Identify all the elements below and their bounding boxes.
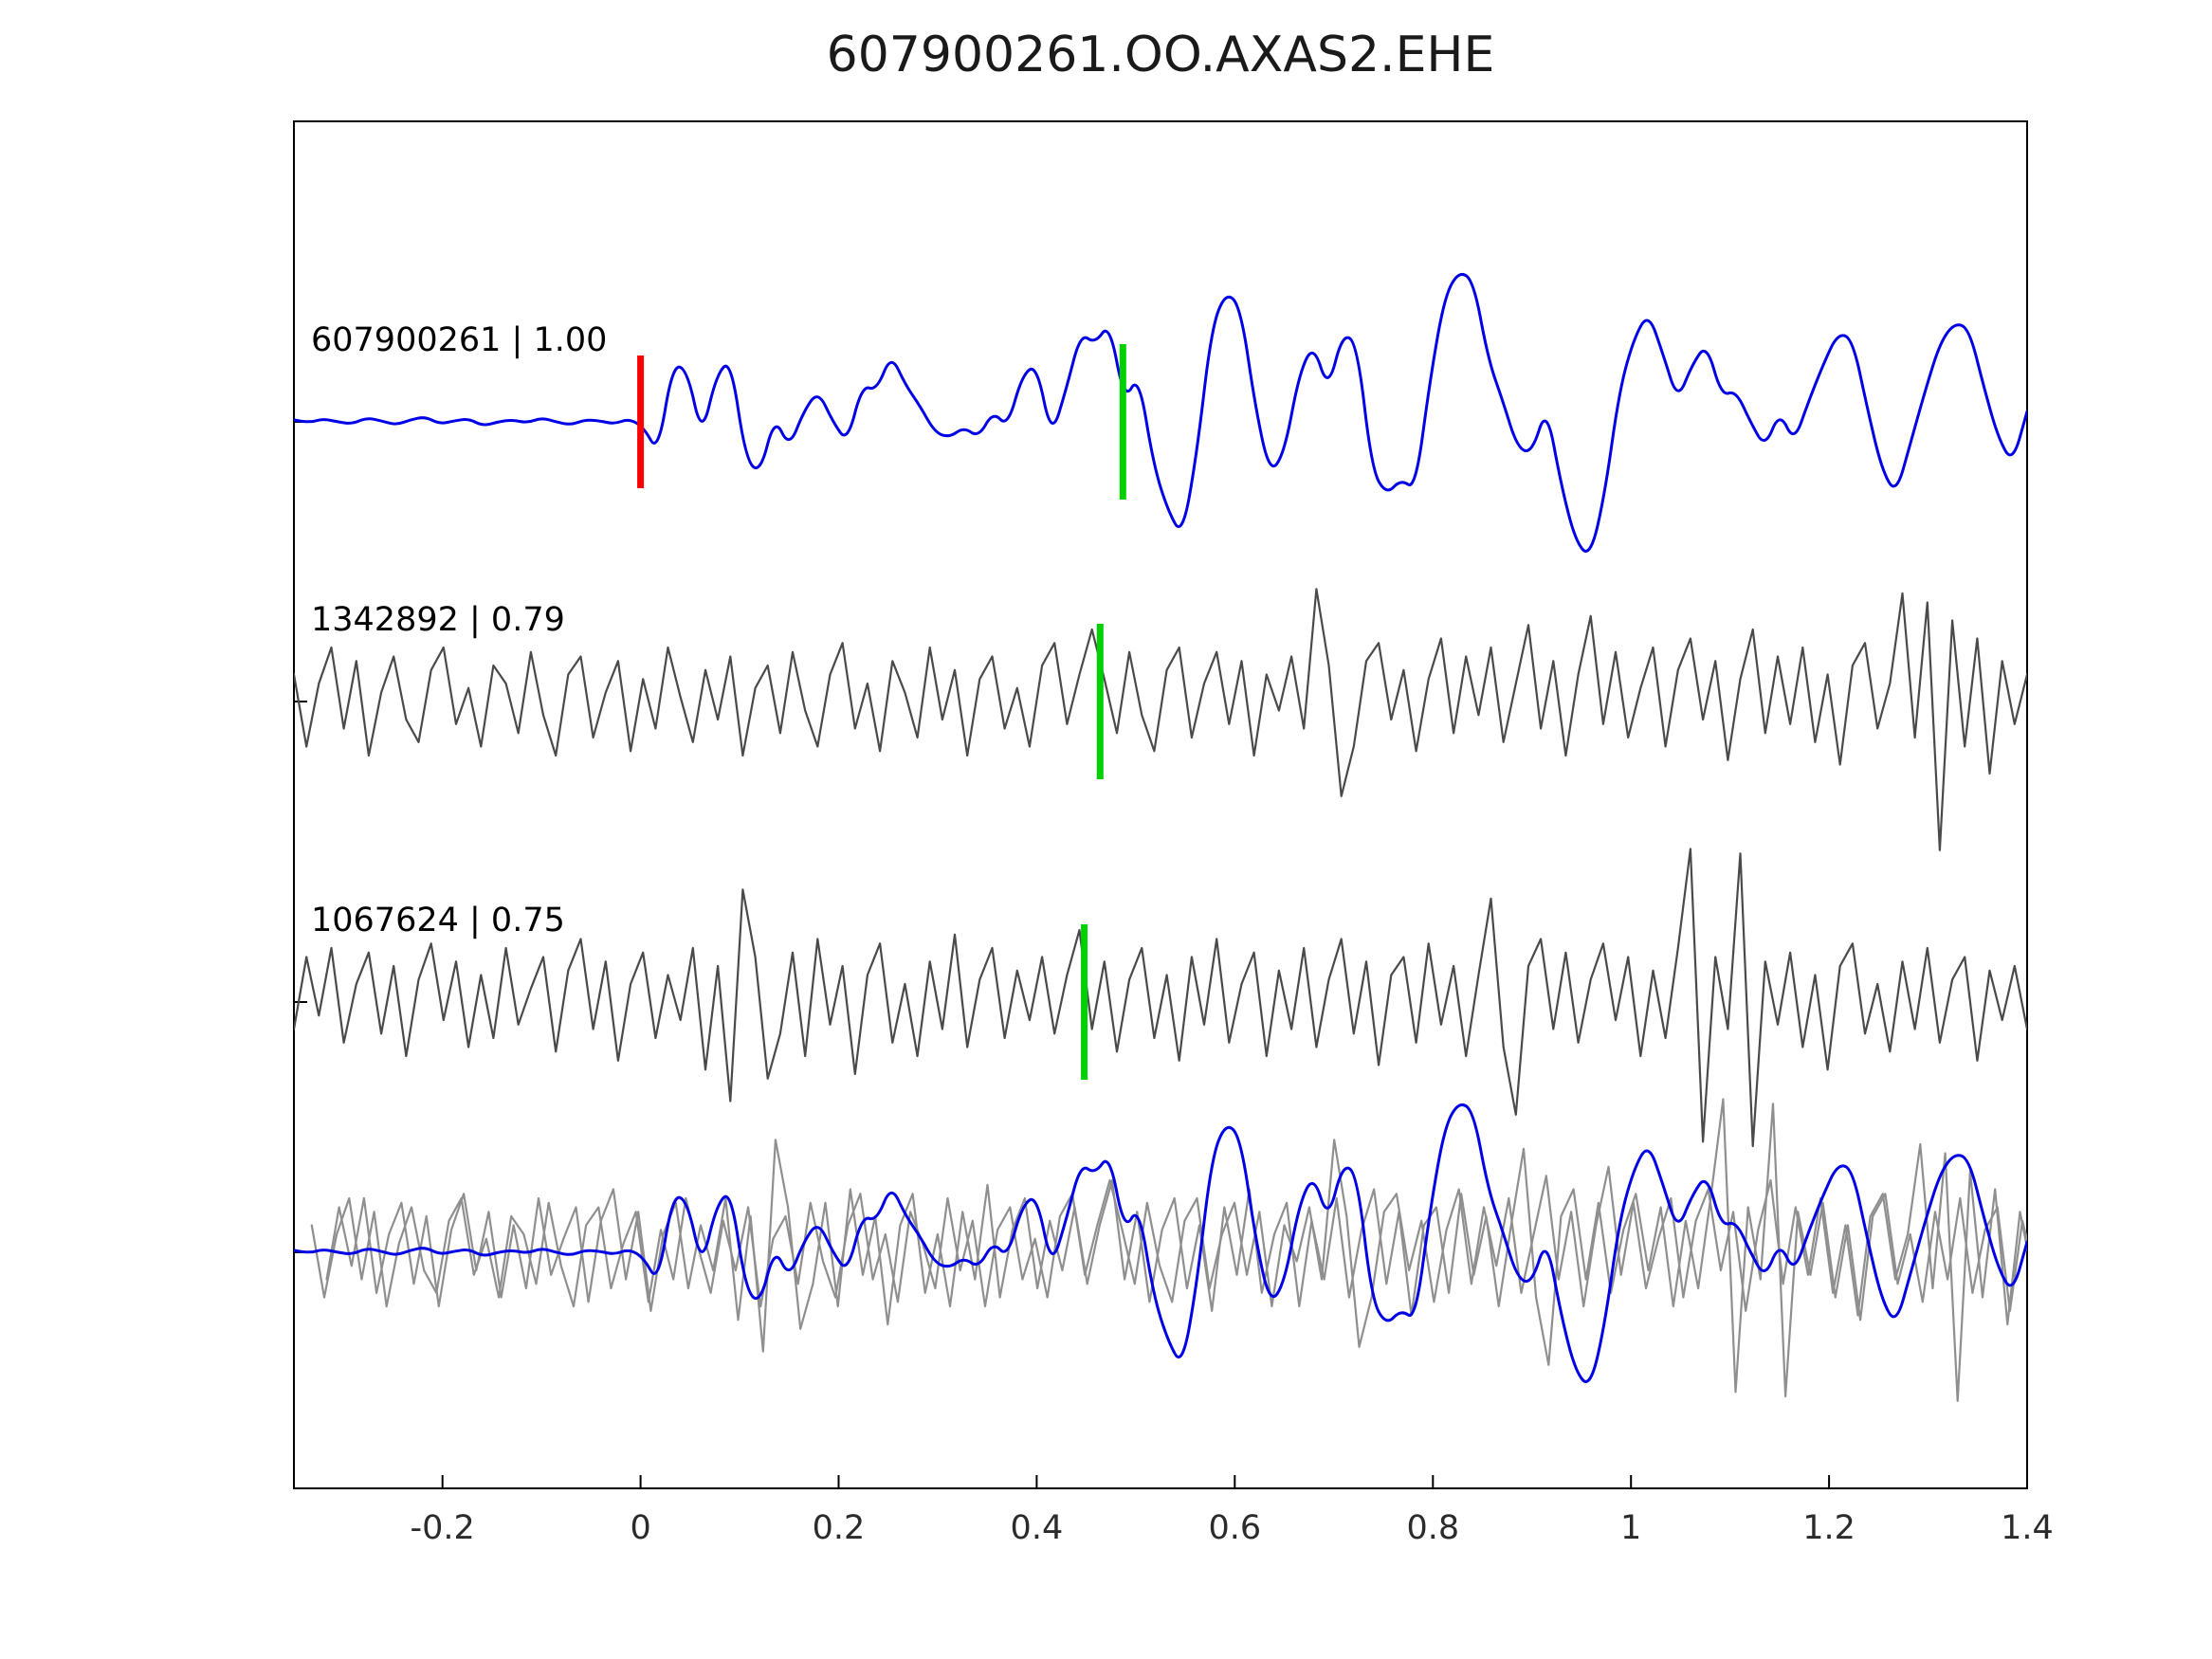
x-tick-label: -0.2 [410,1509,475,1547]
x-tick-label: 1.4 [2001,1509,2054,1547]
trace-detection-2-waveform [294,848,2027,1148]
trace-detection-2-waveform-overlay [325,1098,2027,1398]
trace-detection-1-waveform [294,588,2027,851]
trace-label-detection-1: 1342892 | 0.79 [311,601,565,639]
figure-title: 607900261.OO.AXAS2.EHE [826,27,1495,83]
trace-label-detection-2: 1067624 | 0.75 [311,902,565,939]
trace-label-template: 607900261 | 1.00 [311,321,608,359]
plot-border [293,120,2028,1489]
x-tick-label: 0.2 [812,1509,866,1547]
x-tick-label: 0 [630,1509,651,1547]
trace-template-waveform-overlay [294,1103,2027,1383]
x-tick-label: 0.6 [1208,1509,1262,1547]
trace-template-waveform [294,272,2027,553]
x-tick-label: 1 [1620,1509,1642,1547]
x-tick-label: 1.2 [1802,1509,1856,1547]
x-tick-label: 0.4 [1010,1509,1064,1547]
x-tick-label: 0.8 [1406,1509,1460,1547]
